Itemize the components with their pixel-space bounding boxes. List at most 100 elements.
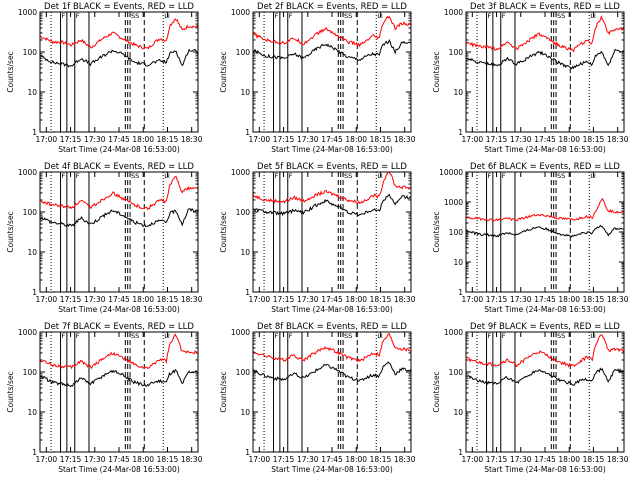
lld-series-line — [39, 176, 199, 211]
x-axis-label: Start Time (24-Mar-08 16:53:00) — [271, 465, 393, 474]
x-tick-label: 18:00 — [558, 295, 580, 304]
panel-title: Det 7f BLACK = Events, RED = LLD — [44, 322, 194, 332]
x-tick-label: 18:15 — [157, 455, 179, 464]
x-tick-label: 17:00 — [249, 455, 271, 464]
x-tick-label: 17:15 — [486, 135, 508, 144]
x-tick-label: 18:00 — [132, 455, 154, 464]
detector-panel: Det 8f BLACK = Events, RED = LLD Counts/s… — [219, 322, 416, 474]
x-tick-label: 17:00 — [462, 455, 484, 464]
event-marker-label: F — [76, 332, 80, 340]
event-marker-label: F — [502, 12, 506, 20]
event-marker-label: F — [289, 12, 293, 20]
event-marker-label: LI — [164, 12, 170, 20]
x-axis-label: Start Time (24-Mar-08 16:53:00) — [271, 305, 393, 314]
y-tick-label: 1 — [458, 448, 463, 457]
y-tick-label: 10 — [240, 248, 250, 257]
x-tick-label: 17:45 — [108, 135, 130, 144]
x-tick-label: 17:30 — [510, 295, 532, 304]
plot-frame — [252, 11, 412, 133]
y-tick-label: 1000 — [444, 198, 463, 207]
y-axis-label: Counts/sec — [219, 51, 228, 92]
y-tick-label: 100 — [23, 208, 38, 217]
y-axis-label: Counts/sec — [219, 211, 228, 252]
events-series-line — [252, 361, 412, 382]
y-tick-label: 1 — [32, 128, 37, 137]
x-tick-label: 18:30 — [181, 295, 203, 304]
events-series-line — [465, 224, 624, 238]
detector-panel: Det 1f BLACK = Events, RED = LLD Counts/s… — [6, 2, 203, 154]
y-tick-label: 100 — [236, 208, 251, 217]
event-marker-label: SS — [131, 332, 139, 340]
x-axis-label: Start Time (24-Mar-08 16:53:00) — [484, 465, 606, 474]
y-axis-label: Counts/sec — [432, 211, 441, 252]
x-tick-label: 18:30 — [607, 295, 629, 304]
x-tick-label: 17:30 — [84, 135, 106, 144]
lld-series-line — [465, 334, 625, 368]
event-marker-label: F — [62, 12, 66, 20]
x-tick-label: 17:00 — [249, 295, 271, 304]
event-marker-label: SS — [344, 172, 352, 180]
y-tick-label: 10 — [27, 248, 37, 257]
x-tick-label: 18:15 — [583, 455, 605, 464]
x-tick-label: 18:00 — [558, 135, 580, 144]
x-tick-label: 17:00 — [36, 135, 58, 144]
y-tick-label: 10 — [240, 88, 250, 97]
x-tick-label: 17:30 — [84, 455, 106, 464]
x-tick-label: 17:00 — [36, 295, 58, 304]
events-series-line — [39, 368, 199, 388]
y-tick-label: 10 — [453, 88, 463, 97]
y-tick-label: 100 — [449, 228, 464, 237]
x-tick-label: 17:45 — [108, 455, 130, 464]
event-marker-label: LI — [164, 332, 170, 340]
event-marker-label: LI — [590, 12, 596, 20]
event-marker-label: SS — [131, 12, 139, 20]
x-tick-label: 18:30 — [607, 135, 629, 144]
detector-panel: Det 7f BLACK = Events, RED = LLD Counts/s… — [6, 322, 203, 474]
x-tick-label: 17:00 — [462, 295, 484, 304]
events-series-line — [39, 207, 199, 228]
panel-title: Det 6f BLACK = Events, RED = LLD — [470, 162, 620, 172]
events-series-line — [39, 48, 199, 68]
x-tick-label: 17:30 — [510, 135, 532, 144]
y-tick-label: 1000 — [444, 8, 463, 17]
x-tick-label: 17:15 — [273, 295, 295, 304]
lld-series-line — [39, 333, 199, 370]
detector-panel: Det 9f BLACK = Events, RED = LLD Counts/s… — [432, 322, 629, 474]
x-tick-label: 18:15 — [583, 295, 605, 304]
event-marker-label: SS — [557, 12, 565, 20]
x-tick-label: 17:15 — [60, 135, 82, 144]
x-axis-label: Start Time (24-Mar-08 16:53:00) — [271, 145, 393, 154]
x-axis-label: Start Time (24-Mar-08 16:53:00) — [484, 305, 606, 314]
y-tick-label: 10 — [453, 258, 463, 267]
plot-frame — [465, 171, 625, 293]
y-tick-label: 1000 — [18, 8, 37, 17]
x-axis-label: Start Time (24-Mar-08 16:53:00) — [484, 145, 606, 154]
event-marker-label: F — [62, 172, 66, 180]
x-tick-label: 17:30 — [510, 455, 532, 464]
y-tick-label: 1000 — [18, 168, 37, 177]
event-marker-label: F — [289, 172, 293, 180]
detector-panel: Det 5f BLACK = Events, RED = LLD Counts/s… — [219, 162, 416, 314]
x-tick-label: 18:30 — [394, 295, 416, 304]
lld-series-line — [465, 197, 625, 222]
panel-title: Det 4f BLACK = Events, RED = LLD — [44, 162, 194, 172]
event-marker-label: LI — [377, 172, 383, 180]
plot-frame — [465, 11, 625, 133]
x-tick-label: 18:30 — [394, 135, 416, 144]
x-tick-label: 17:45 — [534, 295, 556, 304]
event-marker-label: SS — [344, 332, 352, 340]
y-tick-label: 10 — [240, 408, 250, 417]
event-marker-label: F — [488, 172, 492, 180]
y-tick-label: 100 — [23, 48, 38, 57]
x-tick-label: 17:15 — [60, 295, 82, 304]
x-tick-label: 18:15 — [370, 455, 392, 464]
x-tick-label: 17:00 — [249, 135, 271, 144]
x-tick-label: 17:15 — [486, 455, 508, 464]
y-tick-label: 1 — [32, 288, 37, 297]
event-marker-label: F — [488, 332, 492, 340]
y-axis-label: Counts/sec — [6, 51, 15, 92]
event-marker-label: LI — [377, 332, 383, 340]
event-marker-label: F — [488, 12, 492, 20]
lld-series-line — [252, 15, 412, 48]
y-axis-label: Counts/sec — [432, 371, 441, 412]
